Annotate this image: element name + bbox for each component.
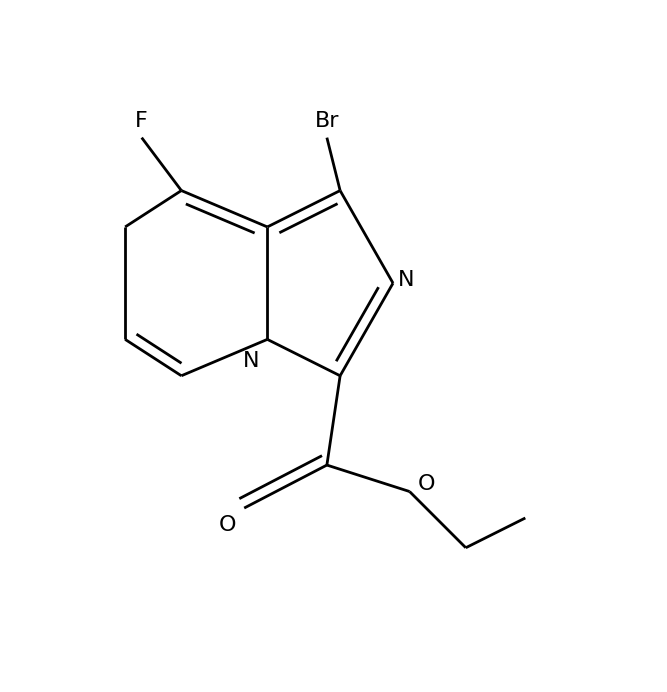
Text: F: F bbox=[135, 111, 148, 131]
Text: Br: Br bbox=[315, 111, 339, 131]
Text: O: O bbox=[418, 473, 435, 493]
Text: N: N bbox=[398, 270, 414, 290]
Text: O: O bbox=[219, 515, 236, 535]
Text: N: N bbox=[243, 351, 259, 370]
